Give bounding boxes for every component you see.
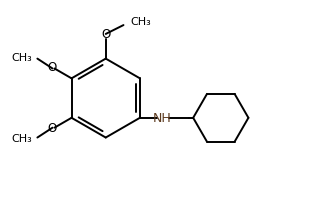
Text: CH₃: CH₃ — [12, 53, 32, 63]
Text: CH₃: CH₃ — [12, 133, 32, 144]
Text: NH: NH — [153, 112, 172, 125]
Text: CH₃: CH₃ — [130, 17, 151, 27]
Text: O: O — [101, 28, 110, 41]
Text: O: O — [47, 61, 56, 74]
Text: O: O — [47, 122, 56, 135]
